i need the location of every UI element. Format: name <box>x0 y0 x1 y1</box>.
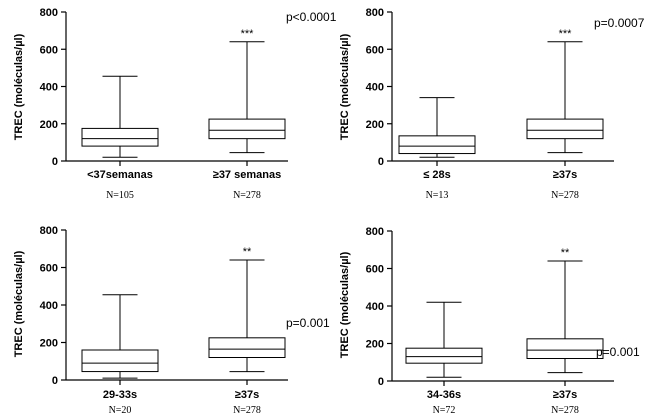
x-category-label: <37semanas <box>87 169 153 181</box>
p-value-label: p=0.001 <box>286 316 330 330</box>
iqr-box <box>405 347 483 364</box>
n-label: N=278 <box>233 405 261 416</box>
y-tick-label: 200 <box>40 119 58 131</box>
y-axis-label: TREC (moléculas/µl) <box>13 33 25 140</box>
y-tick-label: 200 <box>366 339 384 351</box>
x-category-label: ≥37s <box>553 389 577 401</box>
x-category-label: ≤ 28s <box>423 169 450 181</box>
box-2: *** <box>526 28 604 154</box>
y-tick-label: 600 <box>40 44 58 56</box>
box-2: ** <box>208 246 286 373</box>
y-tick-label: 400 <box>366 82 384 94</box>
iqr-box <box>526 338 604 359</box>
box-1 <box>405 301 483 378</box>
y-tick-label: 0 <box>378 376 384 388</box>
x-category-label: 29-33s <box>103 389 137 401</box>
y-tick-label: 400 <box>40 300 58 312</box>
p-value-label: p=0.001 <box>596 345 640 359</box>
p-value-label: p<0.0001 <box>286 10 337 24</box>
y-tick-label: 0 <box>52 156 58 168</box>
x-category-label: ≥37 semanas <box>213 169 281 181</box>
y-tick-label: 800 <box>40 225 58 237</box>
n-label: N=278 <box>551 405 579 416</box>
n-label: N=20 <box>109 405 132 416</box>
iqr-box <box>81 349 159 373</box>
y-axis-label: TREC (moléculas/µl) <box>339 33 351 140</box>
iqr-box <box>526 118 604 140</box>
iqr-box <box>81 127 159 147</box>
iqr-box <box>208 118 286 140</box>
y-tick-label: 200 <box>366 119 384 131</box>
x-category-label: 34-36s <box>427 389 461 401</box>
y-tick-label: 0 <box>378 156 384 168</box>
box-1 <box>81 75 159 158</box>
box-1 <box>81 294 159 379</box>
significance-marker: ** <box>243 246 252 258</box>
n-label: N=13 <box>426 190 449 201</box>
significance-marker: ** <box>561 247 570 259</box>
y-tick-label: 800 <box>40 7 58 19</box>
n-label: N=72 <box>433 405 456 416</box>
x-category-label: ≥37s <box>553 169 577 181</box>
chart-panel-3: 0 200 400 600 800 TREC (moléculas/µl) 29-33s N=… <box>13 225 330 416</box>
x-category-label: ≥37s <box>235 389 259 401</box>
n-label: N=278 <box>233 190 261 201</box>
y-axis-label: TREC (moléculas/µl) <box>339 251 351 358</box>
n-label: N=278 <box>551 190 579 201</box>
n-label: N=105 <box>106 190 134 201</box>
y-tick-label: 600 <box>366 264 384 276</box>
chart-panel-1: 0 200 400 600 800 TREC (moléculas/µl) <37seman… <box>13 7 337 201</box>
y-tick-label: 600 <box>40 263 58 275</box>
chart-panel-2: 0 200 400 600 800 TREC (moléculas/µl) ≤ 28s N=1… <box>339 7 645 201</box>
box-1 <box>398 97 476 158</box>
chart-panel-4: 0 200 400 600 800 TREC (moléculas/µl) 34-36s N=… <box>339 226 640 416</box>
iqr-box <box>398 135 476 155</box>
box-2: ** <box>526 247 604 374</box>
y-tick-label: 400 <box>366 301 384 313</box>
y-tick-label: 400 <box>40 82 58 94</box>
y-tick-label: 600 <box>366 44 384 56</box>
significance-marker: *** <box>241 28 255 40</box>
significance-marker: *** <box>559 28 573 40</box>
y-tick-label: 800 <box>366 226 384 238</box>
y-tick-label: 800 <box>366 7 384 19</box>
p-value-label: p=0.0007 <box>594 16 645 30</box>
y-axis-label: TREC (moléculas/µl) <box>13 250 25 357</box>
iqr-box <box>208 337 286 358</box>
box-2: *** <box>208 28 286 154</box>
y-tick-label: 200 <box>40 338 58 350</box>
y-tick-label: 0 <box>52 375 58 387</box>
